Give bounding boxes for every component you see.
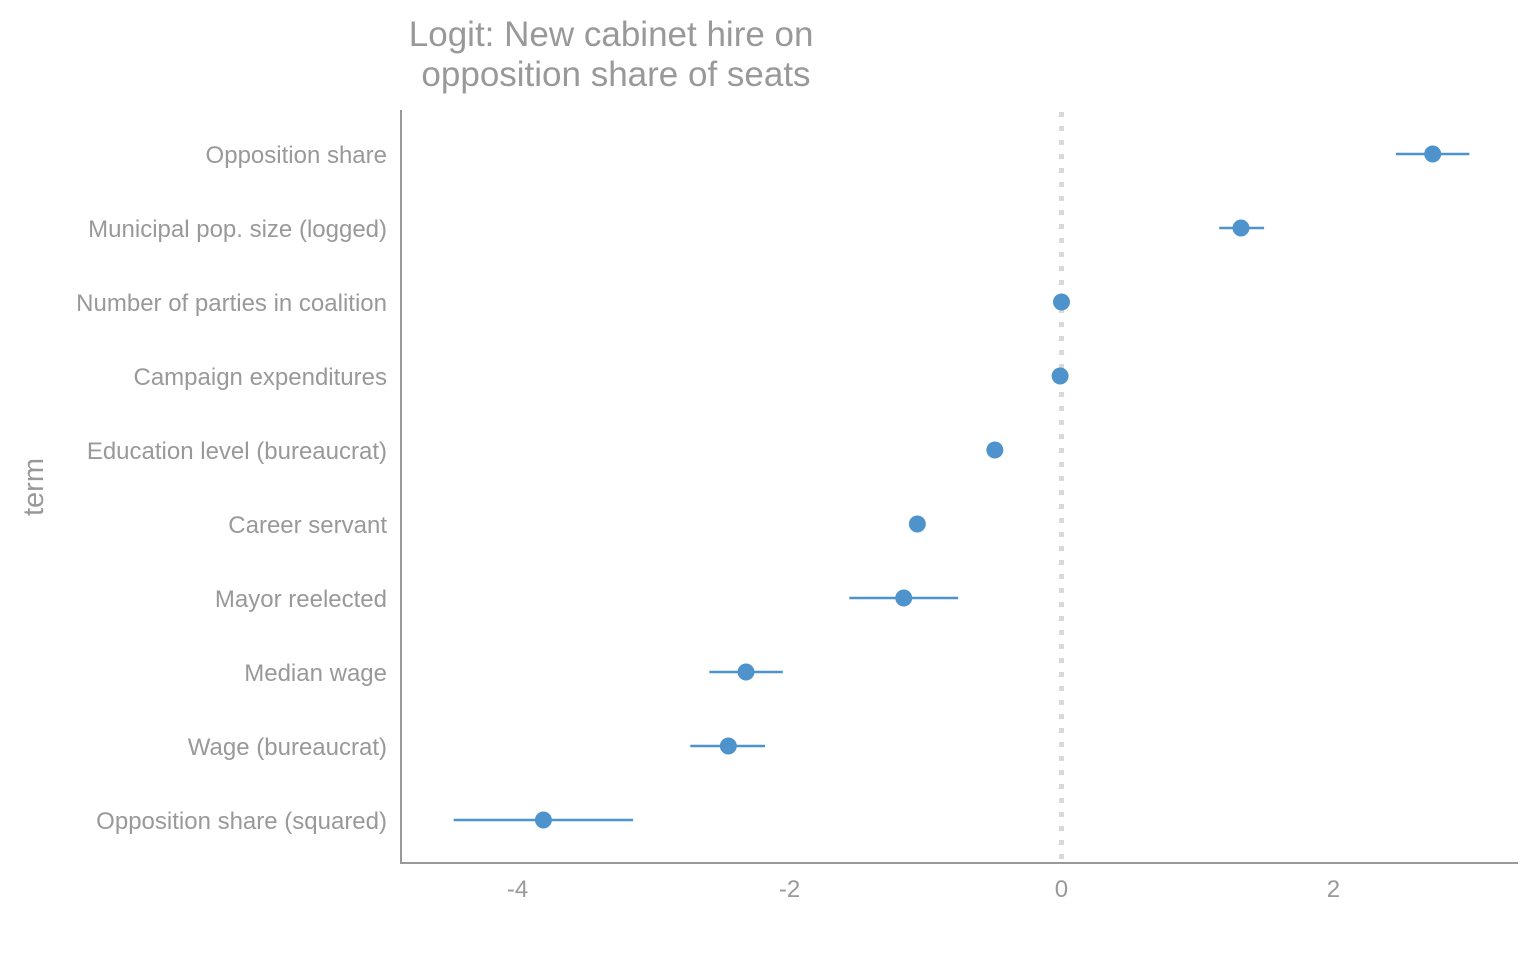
x-tick-label: -2 [779, 876, 800, 903]
y-tick-label: Career servant [228, 512, 387, 539]
estimate-point [1051, 367, 1069, 385]
y-tick-label: Campaign expenditures [134, 364, 388, 391]
x-tick-labels: -4 -2 0 2 [507, 876, 1340, 903]
y-tick-label: Wage (bureaucrat) [188, 734, 387, 761]
y-tick-label: Median wage [244, 660, 387, 687]
chart-title: Logit: New cabinet hire on opposition sh… [409, 15, 823, 94]
y-axis-title: term [18, 458, 50, 516]
y-tick-label: Mayor reelected [215, 586, 387, 613]
chart-title-line-1: Logit: New cabinet hire on [409, 15, 814, 54]
y-tick-label: Opposition share [206, 142, 387, 169]
estimate-point [719, 737, 737, 755]
estimate-point [1424, 145, 1442, 163]
estimate-point [986, 441, 1004, 459]
chart-title-line-2: opposition share of seats [421, 55, 810, 94]
estimate-point [737, 663, 755, 681]
x-tick-label: 2 [1327, 876, 1340, 903]
y-tick-label: Opposition share (squared) [96, 808, 387, 835]
estimate-point [1232, 219, 1250, 237]
y-tick-label: Municipal pop. size (logged) [88, 216, 387, 243]
y-tick-labels: Opposition share Municipal pop. size (log… [76, 142, 387, 835]
estimate-point [534, 811, 552, 829]
estimate-point [1052, 293, 1070, 311]
y-tick-label: Education level (bureaucrat) [87, 438, 387, 465]
estimate-point [908, 515, 926, 533]
y-tick-label: Number of parties in coalition [76, 290, 387, 317]
estimate-point [895, 589, 913, 607]
plot-marks [453, 145, 1470, 829]
x-tick-label: 0 [1055, 876, 1068, 903]
x-tick-label: -4 [507, 876, 528, 903]
